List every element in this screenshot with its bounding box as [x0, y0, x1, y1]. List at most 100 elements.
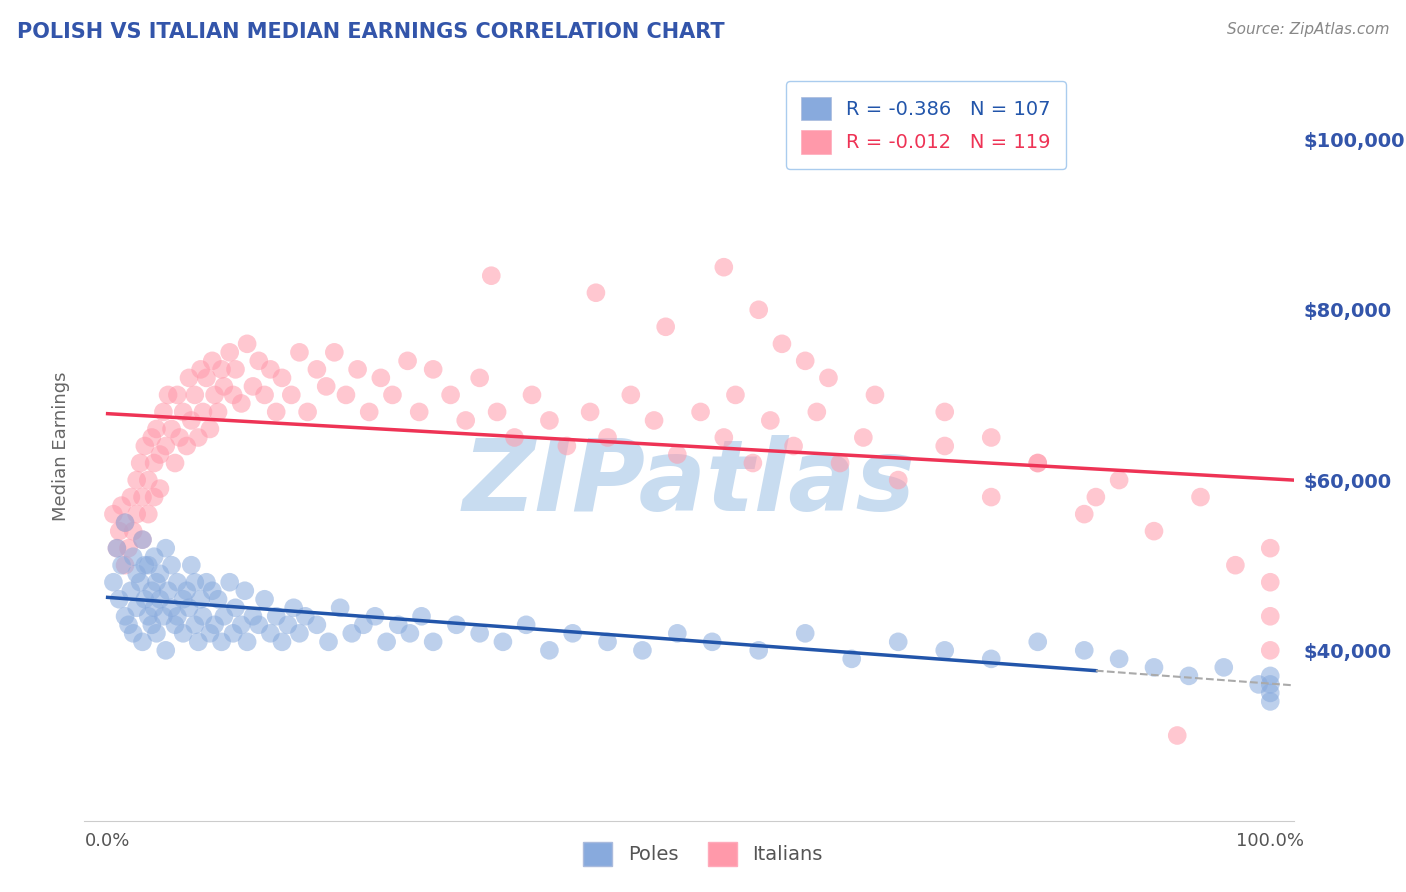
Point	[143, 549, 166, 564]
Point	[129, 575, 152, 590]
Point	[125, 566, 148, 581]
Point	[980, 652, 1002, 666]
Point	[165, 456, 187, 470]
Point	[561, 626, 583, 640]
Point	[346, 362, 368, 376]
Point	[122, 549, 145, 564]
Point	[887, 635, 910, 649]
Point	[103, 575, 125, 590]
Point	[207, 405, 229, 419]
Point	[131, 635, 153, 649]
Point	[1189, 490, 1212, 504]
Text: ZIPatlas: ZIPatlas	[463, 435, 915, 532]
Point	[596, 430, 619, 444]
Point	[191, 609, 214, 624]
Legend: Poles, Italians: Poles, Italians	[575, 834, 831, 873]
Point	[114, 609, 136, 624]
Point	[1143, 660, 1166, 674]
Text: Source: ZipAtlas.com: Source: ZipAtlas.com	[1226, 22, 1389, 37]
Point	[134, 558, 156, 573]
Point	[149, 482, 172, 496]
Point	[180, 558, 202, 573]
Point	[381, 388, 404, 402]
Point	[1166, 729, 1188, 743]
Point	[479, 268, 502, 283]
Point	[136, 507, 159, 521]
Point	[169, 430, 191, 444]
Point	[329, 600, 352, 615]
Point	[172, 405, 194, 419]
Point	[359, 405, 381, 419]
Point	[166, 609, 188, 624]
Point	[180, 413, 202, 427]
Point	[980, 490, 1002, 504]
Point	[280, 388, 302, 402]
Point	[120, 490, 142, 504]
Point	[131, 533, 153, 547]
Point	[145, 422, 167, 436]
Point	[259, 626, 281, 640]
Point	[666, 626, 689, 640]
Point	[190, 592, 212, 607]
Point	[724, 388, 747, 402]
Point	[177, 600, 200, 615]
Point	[141, 430, 163, 444]
Text: POLISH VS ITALIAN MEDIAN EARNINGS CORRELATION CHART: POLISH VS ITALIAN MEDIAN EARNINGS CORREL…	[17, 22, 724, 42]
Point	[806, 405, 828, 419]
Point	[759, 413, 782, 427]
Point	[934, 643, 956, 657]
Point	[515, 617, 537, 632]
Point	[198, 626, 221, 640]
Point	[191, 405, 214, 419]
Point	[340, 626, 363, 640]
Point	[145, 626, 167, 640]
Point	[211, 635, 233, 649]
Point	[195, 575, 218, 590]
Point	[375, 635, 398, 649]
Point	[212, 609, 235, 624]
Point	[486, 405, 509, 419]
Point	[1212, 660, 1234, 674]
Point	[129, 456, 152, 470]
Point	[184, 575, 207, 590]
Point	[141, 617, 163, 632]
Point	[1073, 643, 1095, 657]
Point	[852, 430, 875, 444]
Point	[411, 609, 433, 624]
Point	[520, 388, 543, 402]
Point	[207, 592, 229, 607]
Point	[503, 430, 526, 444]
Point	[103, 507, 125, 521]
Point	[666, 448, 689, 462]
Point	[242, 379, 264, 393]
Point	[817, 371, 839, 385]
Point	[555, 439, 578, 453]
Point	[315, 379, 337, 393]
Point	[184, 388, 207, 402]
Point	[110, 558, 132, 573]
Point	[152, 609, 174, 624]
Point	[177, 371, 200, 385]
Point	[538, 413, 561, 427]
Point	[172, 592, 194, 607]
Point	[141, 583, 163, 598]
Point	[187, 430, 209, 444]
Point	[253, 388, 276, 402]
Point	[364, 609, 387, 624]
Point	[1225, 558, 1247, 573]
Point	[149, 592, 172, 607]
Point	[259, 362, 281, 376]
Point	[1026, 456, 1049, 470]
Point	[1258, 686, 1281, 700]
Point	[231, 396, 253, 410]
Legend: R = -0.386   N = 107, R = -0.012   N = 119: R = -0.386 N = 107, R = -0.012 N = 119	[786, 81, 1066, 169]
Point	[1108, 652, 1130, 666]
Point	[1258, 694, 1281, 708]
Point	[264, 405, 287, 419]
Point	[176, 583, 198, 598]
Point	[155, 541, 177, 556]
Point	[1108, 473, 1130, 487]
Point	[201, 354, 224, 368]
Point	[1258, 609, 1281, 624]
Point	[689, 405, 711, 419]
